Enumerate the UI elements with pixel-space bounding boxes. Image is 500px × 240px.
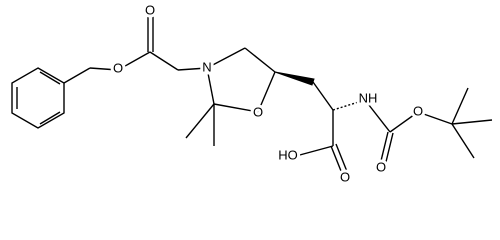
atom-label: O [340,169,350,184]
atom-label: O [253,104,263,119]
atom-label: O [376,159,386,174]
atom-label: HO [278,147,298,162]
atom-label: N [202,59,211,74]
atom-label: NH [359,90,378,105]
atom-label: O [413,103,423,118]
bonds [11,14,493,177]
atom-label: O [113,60,123,75]
atom-label: O [145,2,155,17]
atom-labels: O N O O HO O NH O O [110,0,426,187]
structure: O N O O HO O NH O O [11,0,493,187]
